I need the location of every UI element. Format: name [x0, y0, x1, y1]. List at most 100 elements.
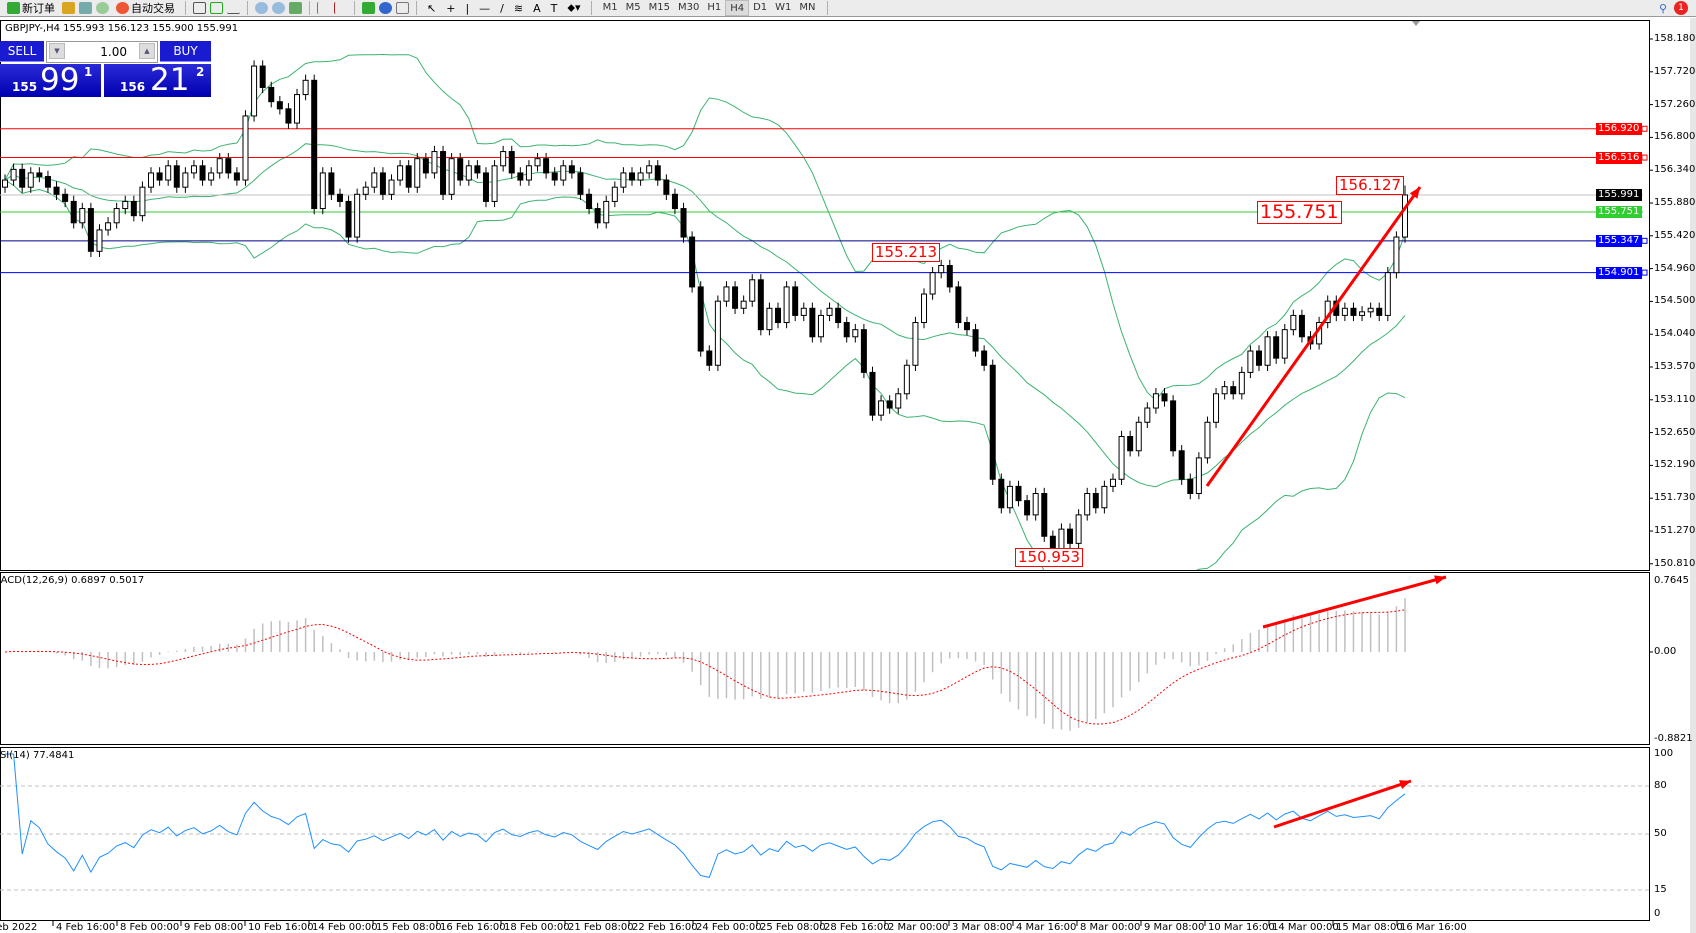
- zoom-in-icon[interactable]: [255, 2, 268, 14]
- bear-candle: [689, 236, 696, 288]
- bear-candle: [268, 86, 275, 103]
- bear-candle: [19, 168, 26, 188]
- buy-price[interactable]: 156 21 2: [104, 62, 211, 98]
- sell-button[interactable]: SELL: [0, 41, 44, 62]
- chart-header: GBPJPY-,H4 155.993 156.123 155.900 155.9…: [5, 23, 239, 34]
- tile-windows-icon[interactable]: [289, 2, 302, 14]
- price-axis-label: 156.800: [1654, 131, 1696, 143]
- bull-candle: [929, 272, 936, 295]
- cloud-icon[interactable]: [79, 2, 92, 14]
- bull-candle: [1101, 485, 1108, 509]
- bull-candle: [414, 158, 421, 188]
- timeframe-mn[interactable]: MN: [799, 2, 816, 13]
- bear-candle: [1298, 314, 1305, 338]
- lot-increase-button[interactable]: ▲: [139, 43, 155, 59]
- timeframe-h1[interactable]: H1: [707, 2, 722, 13]
- bull-candle: [783, 286, 790, 324]
- time-axis-label: 15 Mar 08:00: [1336, 922, 1403, 933]
- bear-candle: [62, 193, 69, 202]
- cursor-icon[interactable]: ↖: [427, 1, 437, 15]
- bull-candle: [388, 179, 395, 195]
- timeframe-m1[interactable]: M1: [602, 2, 618, 13]
- timeframe-w1[interactable]: W1: [775, 2, 792, 13]
- price-axis-label: 154.500: [1654, 295, 1696, 307]
- lot-size-input[interactable]: 1.00: [46, 41, 158, 63]
- candlestick-icon[interactable]: [210, 2, 223, 14]
- bear-candle: [1255, 350, 1262, 366]
- bull-candle: [560, 165, 567, 181]
- bear-candle: [36, 172, 43, 177]
- search-icon[interactable]: ⚲: [1658, 1, 1667, 15]
- bull-candle: [1221, 386, 1228, 395]
- time-axis-label: 24 Feb 00:00: [696, 922, 762, 933]
- line-handle: [1641, 154, 1648, 161]
- time-axis-label: 28 Feb 16:00: [824, 922, 890, 933]
- bar-chart-icon[interactable]: [193, 2, 206, 14]
- trendline-icon[interactable]: /: [500, 1, 504, 15]
- bull-candle: [122, 200, 129, 210]
- bear-candle: [311, 79, 318, 210]
- auto-trading-button[interactable]: 自动交易: [113, 0, 178, 16]
- time-axis-label: 14 Feb 00:00: [312, 922, 378, 933]
- bull-candle: [251, 65, 258, 117]
- auto-scroll-icon[interactable]: [317, 2, 330, 14]
- price-annotation-label: 150.953: [1015, 548, 1084, 567]
- timeframe-m15[interactable]: M15: [648, 2, 670, 13]
- bear-candle: [706, 350, 713, 366]
- text-icon[interactable]: A: [533, 1, 541, 15]
- bear-candle: [835, 307, 842, 324]
- bear-candle: [792, 286, 799, 316]
- buy-price-big: 21: [150, 62, 190, 98]
- chart-shift-icon[interactable]: [334, 2, 347, 14]
- notification-badge[interactable]: 1: [1674, 1, 1688, 15]
- zoom-out-icon[interactable]: [272, 2, 285, 14]
- new-order-button[interactable]: 新订单: [4, 0, 58, 16]
- bull-candle: [1367, 307, 1374, 313]
- buy-button[interactable]: BUY: [160, 41, 211, 62]
- bull-candle: [1238, 371, 1245, 395]
- vertical-line-icon[interactable]: |: [465, 1, 470, 15]
- signal-icon[interactable]: [96, 2, 109, 14]
- bear-candle: [886, 400, 893, 409]
- bear-candle: [577, 172, 584, 195]
- price-axis-label: 150.810: [1654, 557, 1696, 569]
- bull-candle: [1384, 272, 1391, 316]
- bull-candle: [611, 186, 618, 202]
- bear-candle: [156, 172, 163, 181]
- sell-price[interactable]: 155 99 1: [0, 62, 101, 98]
- line-chart-icon[interactable]: [227, 2, 240, 14]
- timeframe-m5[interactable]: M5: [625, 2, 641, 13]
- rsi-axis-label: 50: [1654, 828, 1667, 839]
- text-label-icon[interactable]: T: [550, 1, 558, 15]
- bear-candle: [328, 172, 335, 195]
- bull-candle: [431, 151, 438, 174]
- fibonacci-icon[interactable]: ≋: [513, 1, 524, 15]
- bull-candle: [2, 179, 8, 188]
- bear-candle: [508, 151, 515, 174]
- arrows-icon[interactable]: ⬥▾: [567, 1, 581, 14]
- time-axis-label: Feb 2022: [0, 922, 38, 933]
- bear-candle: [963, 322, 970, 331]
- horizontal-line-icon[interactable]: —: [479, 1, 491, 15]
- bear-candle: [1178, 450, 1185, 480]
- lot-decrease-button[interactable]: ▼: [49, 43, 65, 59]
- bear-candle: [1067, 528, 1074, 544]
- crosshair-icon[interactable]: +: [446, 1, 456, 15]
- timeframe-d1[interactable]: D1: [753, 2, 768, 13]
- time-axis-label: 10 Mar 16:00: [1208, 922, 1275, 933]
- timeframe-m30[interactable]: M30: [677, 2, 700, 13]
- templates-icon[interactable]: [396, 2, 409, 14]
- price-axis-label: 152.190: [1654, 459, 1696, 471]
- bull-candle: [208, 172, 215, 181]
- periods-icon[interactable]: [379, 2, 392, 14]
- separator: [309, 1, 310, 15]
- bear-candle: [869, 371, 876, 416]
- trend-arrow-rsi: [1273, 779, 1412, 829]
- time-axis-label: 8 Mar 00:00: [1080, 922, 1141, 933]
- navigator-icon[interactable]: [62, 2, 75, 14]
- indicators-icon[interactable]: [362, 2, 375, 14]
- timeframe-h4[interactable]: H4: [725, 0, 750, 16]
- bear-candle: [53, 186, 60, 195]
- bull-candle: [534, 158, 541, 167]
